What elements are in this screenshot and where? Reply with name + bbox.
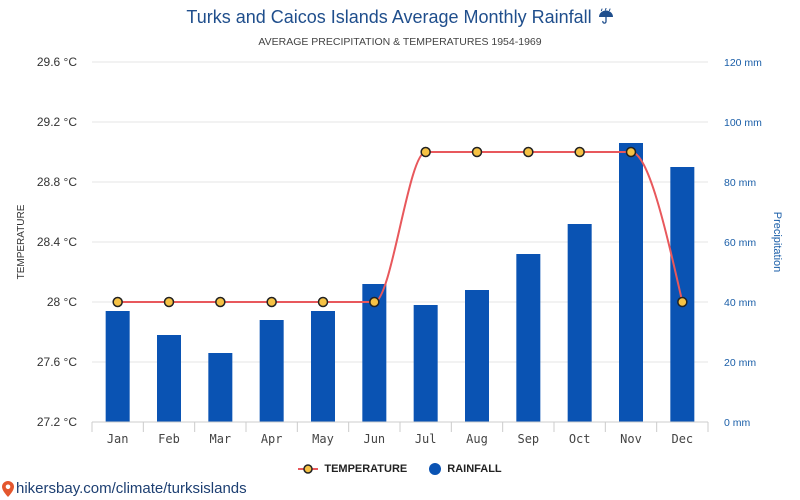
rainfall-bar (259, 320, 284, 422)
temperature-marker (112, 296, 123, 308)
rainfall-bar (619, 143, 643, 422)
temperature-markers (112, 146, 688, 308)
source-link[interactable]: hikersbay.com/climate/turksislands (2, 480, 247, 498)
map-pin-icon (2, 481, 14, 497)
x-tick-label: Nov (620, 432, 642, 446)
rainfall-bar (208, 353, 233, 422)
x-axis-labels: Jan Feb Mar Apr May Jun Jul Aug Sep Oct Nov Dec (107, 432, 693, 446)
rainfall-bar (105, 311, 130, 422)
left-axis-title: TEMPERATURE (16, 204, 27, 279)
right-tick-label: 0 mm (724, 417, 751, 429)
climate-chart: 27.2 °C 27.6 °C 28 °C 28.4 °C 28.8 °C 29.2 °C… (16, 55, 783, 446)
temperature-marker (523, 146, 534, 158)
rainfall-bar (567, 224, 592, 422)
left-axis-ticks: 27.2 °C 27.6 °C 28 °C 28.4 °C 28.8 °C 29.2 °C… (37, 55, 77, 429)
rainfall-bar (311, 311, 335, 422)
temperature-marker (574, 146, 585, 158)
right-tick-label: 20 mm (724, 357, 756, 369)
left-tick-label: 28.4 °C (37, 235, 77, 249)
x-tick-label: Aug (466, 432, 488, 446)
x-tick-label: May (312, 432, 334, 446)
rainfall-bar (670, 167, 695, 422)
left-tick-label: 29.2 °C (37, 115, 77, 129)
right-axis-title: Precipitation (771, 212, 783, 273)
x-tick-label: Jul (415, 432, 437, 446)
right-tick-label: 40 mm (724, 297, 756, 309)
rainfall-bar (413, 305, 438, 422)
left-tick-label: 28.8 °C (37, 175, 77, 189)
temperature-marker (420, 146, 431, 158)
temperature-line (117, 151, 684, 303)
chart-title: Turks and Caicos Islands Average Monthly… (0, 6, 800, 28)
left-tick-label: 27.6 °C (37, 355, 77, 369)
chart-title-text: Turks and Caicos Islands Average Monthly… (186, 7, 592, 27)
legend-item-rainfall[interactable]: RAINFALL (429, 463, 502, 475)
x-tick-label: Feb (158, 432, 180, 446)
rainfall-bar (465, 290, 489, 422)
left-tick-label: 27.2 °C (37, 415, 77, 429)
rainfall-legend-marker (429, 463, 442, 475)
gridlines (92, 61, 708, 363)
temperature-marker (317, 296, 329, 308)
umbrella-rain-icon (598, 8, 613, 24)
source-url-text: hikersbay.com/climate/turksislands (16, 480, 247, 497)
rainfall-bar (157, 335, 181, 422)
left-tick-label: 28 °C (47, 295, 77, 309)
x-tick-label: Apr (261, 432, 283, 446)
temperature-marker (369, 296, 380, 308)
temperature-marker (677, 296, 688, 308)
temperature-marker (163, 296, 175, 308)
temperature-legend-marker (298, 464, 319, 474)
chart-subtitle: AVERAGE PRECIPITATION & TEMPERATURES 195… (258, 36, 542, 48)
rainfall-bars (105, 143, 695, 422)
temperature-marker (625, 146, 637, 158)
legend-label-rainfall: RAINFALL (447, 463, 502, 475)
x-tick-label: Mar (209, 432, 231, 446)
right-tick-label: 80 mm (724, 177, 756, 189)
legend-label-temperature: TEMPERATURE (324, 463, 408, 475)
x-tick-label: Oct (569, 432, 591, 446)
right-tick-label: 120 mm (724, 57, 762, 69)
x-tick-label: Dec (671, 432, 693, 446)
temperature-marker (471, 146, 483, 158)
right-axis-ticks: 0 mm 20 mm 40 mm 60 mm 80 mm 100 mm 120 mm (724, 57, 762, 429)
x-axis-ticks (91, 422, 709, 432)
left-tick-label: 29.6 °C (37, 55, 77, 69)
right-tick-label: 100 mm (724, 117, 762, 129)
chart-legend: TEMPERATURE RAINFALL (0, 463, 800, 475)
temperature-marker (266, 296, 277, 308)
temperature-marker (215, 296, 226, 308)
x-tick-label: Sep (517, 432, 539, 446)
x-tick-label: Jun (363, 432, 385, 446)
legend-item-temperature[interactable]: TEMPERATURE (298, 463, 407, 475)
x-tick-label: Jan (107, 432, 129, 446)
right-tick-label: 60 mm (724, 237, 756, 249)
rainfall-bar (516, 254, 541, 422)
